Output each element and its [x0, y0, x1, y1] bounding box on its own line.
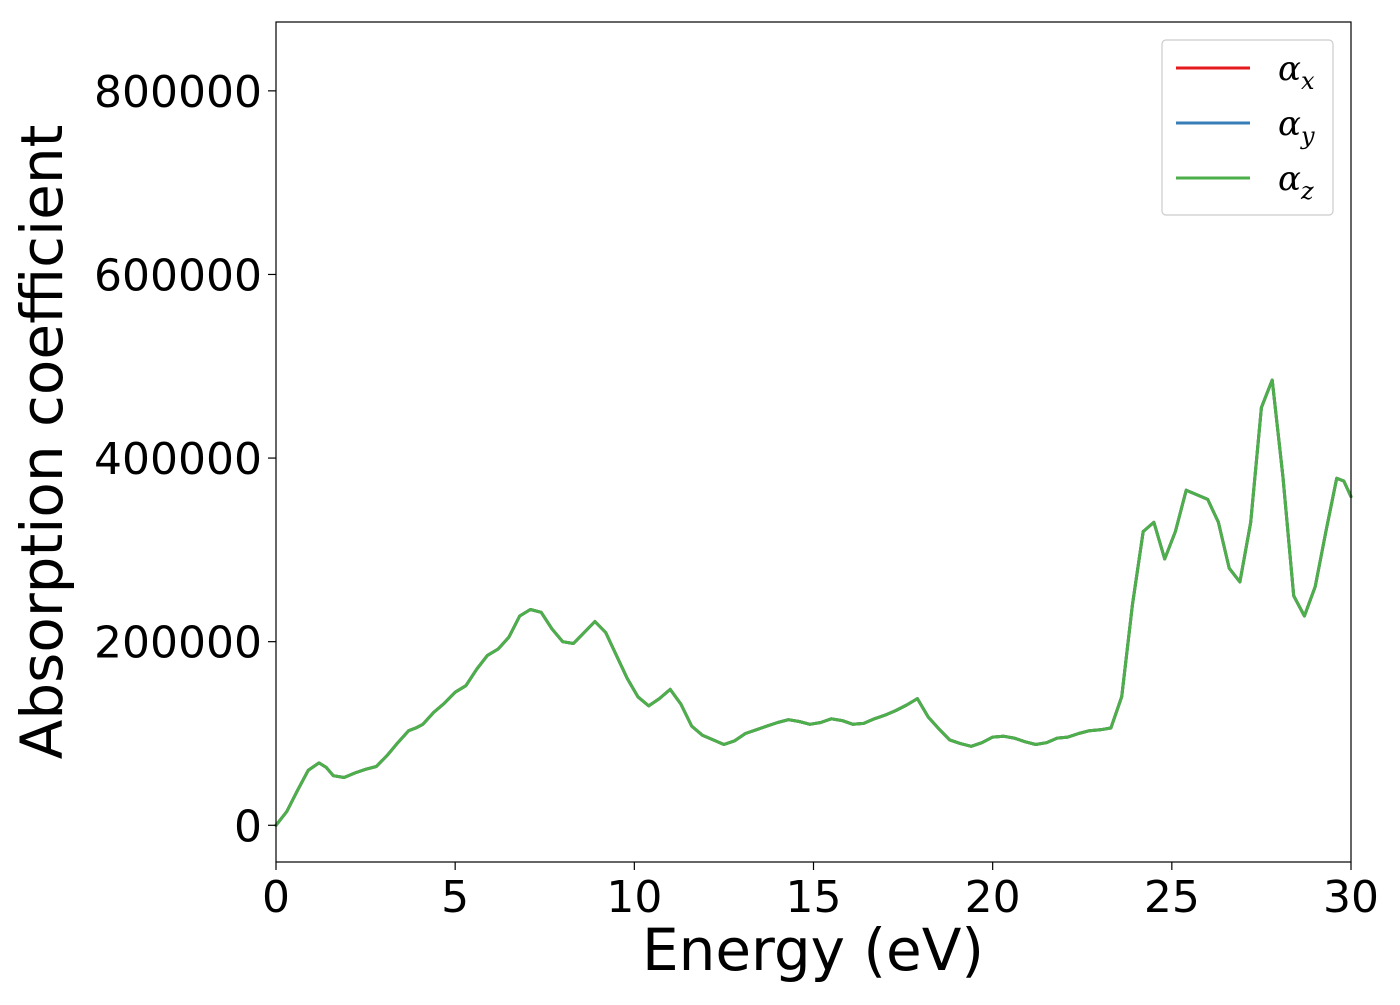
x-axis-ticks: 0 5 10 15 20 25 30 [262, 862, 1379, 923]
y-tick-label: 600000 [94, 250, 262, 301]
y-tick-label: 200000 [94, 618, 262, 669]
x-tick-label: 0 [262, 872, 290, 923]
series-line-α-z [274, 378, 1353, 827]
y-axis-label: Absorption coefficient [8, 125, 76, 760]
x-tick-label: 30 [1323, 872, 1379, 923]
x-tick-label: 10 [606, 872, 662, 923]
x-tick-label: 15 [786, 872, 842, 923]
legend-label-x: αx [1278, 49, 1315, 95]
x-axis-label: Energy (eV) [642, 916, 984, 984]
y-tick-label: 400000 [94, 434, 262, 485]
series-layer [274, 378, 1353, 827]
x-tick-label: 25 [1144, 872, 1200, 923]
y-axis-ticks: 0 200000 400000 600000 800000 [94, 67, 276, 852]
legend-box [1161, 39, 1334, 216]
x-tick-label: 5 [441, 872, 469, 923]
y-tick-label: 800000 [94, 67, 262, 118]
x-tick-label: 20 [965, 872, 1021, 923]
y-tick-label: 0 [234, 801, 262, 852]
